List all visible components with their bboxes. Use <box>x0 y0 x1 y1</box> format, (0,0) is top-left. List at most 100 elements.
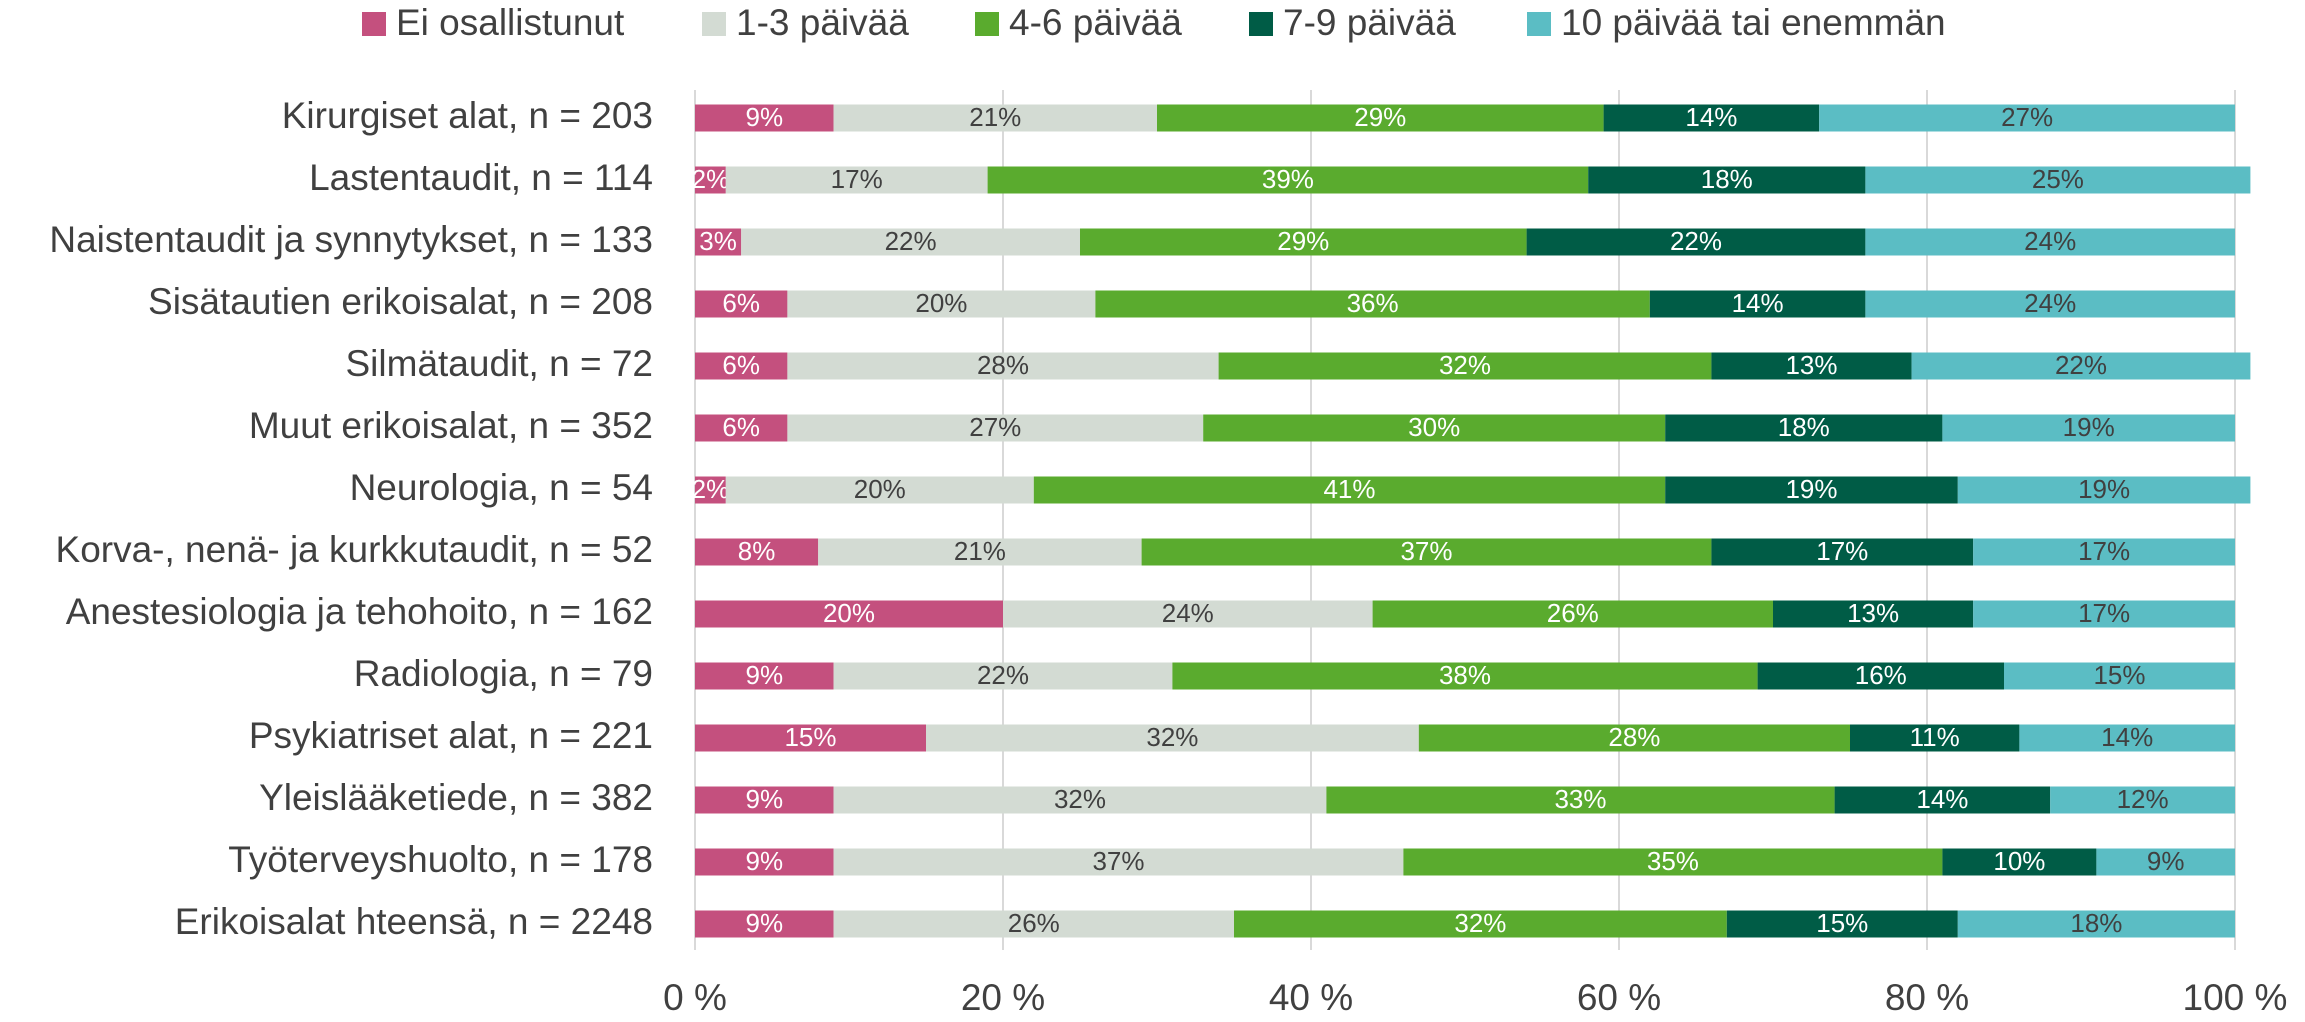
value-label: 6% <box>722 350 760 380</box>
value-label: 10% <box>1993 846 2045 876</box>
x-tick-label: 60 % <box>1577 977 1661 1018</box>
bar-segment <box>1234 910 1727 938</box>
bar-segment <box>695 352 788 380</box>
value-label: 9% <box>746 660 784 690</box>
bar-segment <box>1865 290 2235 318</box>
bar-segment <box>1942 414 2235 442</box>
value-label: 16% <box>1855 660 1907 690</box>
value-label: 38% <box>1439 660 1491 690</box>
bar-segment <box>695 166 726 194</box>
value-label: 24% <box>2024 288 2076 318</box>
legend-label: 7-9 päivää <box>1283 2 1456 43</box>
category-label: Anestesiologia ja tehohoito, n = 162 <box>66 591 653 632</box>
bar-segment <box>695 786 834 814</box>
value-label: 2% <box>692 164 730 194</box>
bar-segment <box>695 476 726 504</box>
bar-segment <box>926 724 1419 752</box>
value-label: 24% <box>2024 226 2076 256</box>
value-label: 12% <box>2117 784 2169 814</box>
x-tick-label: 80 % <box>1885 977 1969 1018</box>
value-label: 35% <box>1647 846 1699 876</box>
bar-segment <box>1403 848 1943 876</box>
category-label: Yleislääketiede, n = 382 <box>259 777 653 818</box>
bar-segment <box>1003 600 1373 628</box>
bar-segment <box>1603 104 1820 132</box>
value-label: 36% <box>1347 288 1399 318</box>
value-label: 22% <box>977 660 1029 690</box>
bar-segment <box>1141 538 1712 566</box>
value-label: 18% <box>2070 908 2122 938</box>
value-label: 19% <box>2078 474 2130 504</box>
bar-segment <box>787 290 1096 318</box>
bar-segment <box>2019 724 2235 752</box>
bar-segment <box>695 538 819 566</box>
category-label: Muut erikoisalat, n = 352 <box>249 405 653 446</box>
value-label: 37% <box>1400 536 1452 566</box>
bar-segment <box>1372 600 1773 628</box>
value-label: 9% <box>746 784 784 814</box>
legend-swatch <box>362 12 386 36</box>
bar-segment <box>787 414 1204 442</box>
value-label: 22% <box>2055 350 2107 380</box>
legend-label: 4-6 päivää <box>1009 2 1182 43</box>
value-label: 9% <box>746 102 784 132</box>
bar-segment <box>695 662 834 690</box>
category-label: Naistentaudit ja synnytykset, n = 133 <box>49 219 653 260</box>
bar-segment <box>1172 662 1758 690</box>
bar-segment <box>695 104 834 132</box>
value-label: 9% <box>746 846 784 876</box>
legend-label: 10 päivää tai enemmän <box>1561 2 1946 43</box>
x-tick-label: 20 % <box>961 977 1045 1018</box>
bar-segment <box>1326 786 1835 814</box>
bar-segment <box>1526 228 1866 256</box>
value-label: 29% <box>1354 102 1406 132</box>
bar-segment <box>1973 538 2235 566</box>
bar-segment <box>833 662 1173 690</box>
value-label: 15% <box>784 722 836 752</box>
value-label: 9% <box>2147 846 2185 876</box>
bar-segment <box>818 538 1142 566</box>
category-label: Neurologia, n = 54 <box>350 467 653 508</box>
bar-segment <box>1911 352 2251 380</box>
legend-swatch <box>975 12 999 36</box>
value-label: 2% <box>692 474 730 504</box>
bar-segment <box>1773 600 1974 628</box>
bar-segment <box>987 166 1589 194</box>
category-label: Korva-, nenä- ja kurkkutaudit, n = 52 <box>56 529 653 570</box>
bar-segment <box>2004 662 2235 690</box>
bar-segment <box>833 910 1234 938</box>
value-label: 21% <box>969 102 1021 132</box>
bar-segment <box>1819 104 2235 132</box>
bar-segment <box>695 290 788 318</box>
bar-segment <box>1157 104 1604 132</box>
value-label: 25% <box>2032 164 2084 194</box>
value-label: 8% <box>738 536 776 566</box>
value-label: 37% <box>1092 846 1144 876</box>
bar-segment <box>1095 290 1650 318</box>
category-label: Lastentaudit, n = 114 <box>309 157 653 198</box>
bar-segment <box>695 600 1003 628</box>
value-label: 11% <box>1910 722 1960 752</box>
value-label: 19% <box>1785 474 1837 504</box>
bar-segment <box>725 476 1034 504</box>
category-label: Silmätaudit, n = 72 <box>346 343 654 384</box>
value-label: 19% <box>2063 412 2115 442</box>
bar-segment <box>1711 352 1912 380</box>
x-tick-label: 40 % <box>1269 977 1353 1018</box>
x-tick-label: 100 % <box>2183 977 2288 1018</box>
bar-segment <box>1080 228 1527 256</box>
legend-label: Ei osallistunut <box>396 2 625 43</box>
x-tick-label: 0 % <box>663 977 727 1018</box>
value-label: 32% <box>1439 350 1491 380</box>
category-label: Radiologia, n = 79 <box>354 653 653 694</box>
value-label: 30% <box>1408 412 1460 442</box>
value-label: 28% <box>977 350 1029 380</box>
bar-segment <box>2096 848 2235 876</box>
bar-segment <box>833 848 1404 876</box>
bar-segment <box>725 166 988 194</box>
bar-segment <box>1649 290 1866 318</box>
value-label: 14% <box>1685 102 1737 132</box>
bar-segment <box>833 104 1157 132</box>
bar-segment <box>1711 538 1974 566</box>
value-label: 32% <box>1054 784 1106 814</box>
